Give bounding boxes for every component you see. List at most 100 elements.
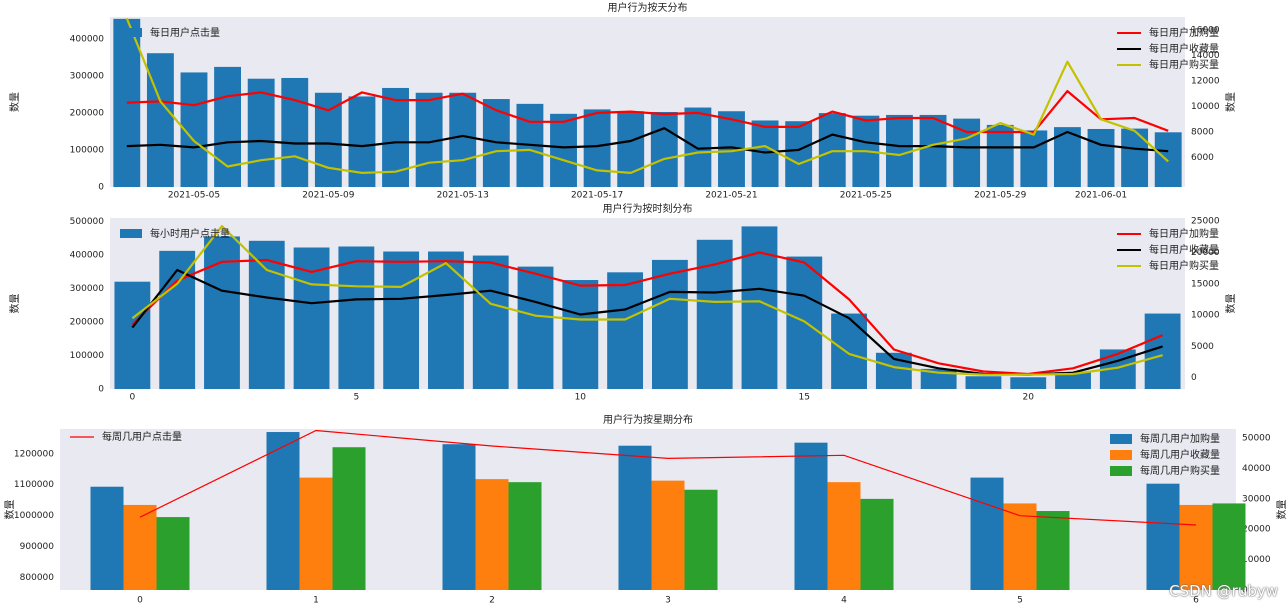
panel-2-bar-buy: [1036, 511, 1070, 590]
panel-2-bar-buy: [508, 482, 542, 590]
panel-2-bar-cart: [266, 432, 300, 590]
panel-2-bar-buy: [1212, 503, 1246, 590]
panel-1-legend-label: 每日用户收藏量: [1149, 243, 1219, 256]
panel-0-ylabel-left: 数量: [8, 92, 21, 112]
panel-1-click-bar: [383, 251, 420, 389]
panel-1-right-tick-label: 5000: [1191, 342, 1214, 352]
panel-0-x-tick-label: 2021-05-09: [302, 191, 355, 201]
panel-2-bar-cart: [90, 486, 124, 590]
panel-2-right-tick-label: 40000: [1242, 464, 1271, 474]
panel-1-left-tick-label: 500000: [70, 217, 105, 227]
panel-0-click-bar: [986, 124, 1014, 187]
panel-0-left-tick-label: 100000: [70, 146, 105, 156]
panel-0-left-tick-label: 300000: [70, 72, 105, 82]
panel-0-click-bar: [583, 109, 611, 187]
panel-1-click-bar: [1055, 372, 1091, 389]
panel-0-click-bar: [146, 53, 174, 187]
panel-2-left-tick-label: 1000000: [14, 511, 54, 521]
panel-1-x-tick-label: 5: [353, 393, 359, 403]
panel-2-bar-buy: [156, 517, 190, 590]
panel-1-left-tick-label: 400000: [70, 250, 105, 260]
panel-0-x-tick-label: 2021-05-13: [437, 191, 489, 201]
panel-2-bar-fav: [299, 477, 333, 590]
panel-0-x-tick-label: 2021-05-17: [571, 191, 623, 201]
panel-0-right-tick-label: 16000: [1191, 25, 1220, 35]
panel-2-left-tick-label: 1200000: [14, 449, 54, 459]
panel-2-bar-cart: [970, 477, 1004, 590]
panel-2-legend-bar-label: 每周几用户收藏量: [1140, 448, 1220, 461]
panel-0-left-tick-label: 0: [98, 183, 104, 193]
panel-1-left-tick-label: 0: [98, 385, 104, 395]
panel-2-bar-cart: [442, 444, 476, 590]
panel-1-title: 用户行为按时刻分布: [603, 202, 693, 215]
panel-0-series-line: [126, 89, 1169, 134]
panel-1-right-tick-label: 20000: [1191, 248, 1220, 258]
panel-2-title: 用户行为按星期分布: [603, 413, 693, 426]
panel-2-right-tick-label: 30000: [1242, 494, 1271, 504]
panel-1-right-tick-label: 25000: [1191, 217, 1220, 227]
panel-0-series-line: [125, 17, 1169, 174]
panel-0-x-tick-label: 2021-05-25: [840, 191, 892, 201]
panel-2-x-tick-label: 4: [841, 596, 847, 606]
panel-1-click-bar: [248, 240, 285, 389]
panel-0-click-bar: [751, 120, 779, 187]
panel-2-legend-line-label: 每周几用户点击量: [102, 430, 182, 443]
panel-1-legend-label: 每日用户购买量: [1149, 259, 1219, 272]
panel-1-right-tick-label: 0: [1191, 373, 1197, 383]
panel-2-bar-fav: [123, 504, 157, 590]
panel-2-x-tick-label: 2: [489, 596, 495, 606]
panel-1-click-bar: [562, 280, 599, 389]
panel-1-series-line: [131, 251, 1164, 376]
panel-2-left-tick-label: 1100000: [14, 480, 54, 490]
panel-2-x-tick-label: 1: [313, 596, 319, 606]
panel-2-legend-bar-swatch: [1110, 466, 1132, 476]
panel-1-click-bar: [159, 250, 196, 389]
panel-2-bar-buy: [332, 447, 366, 590]
panel-1-click-bar: [831, 313, 867, 389]
panel-1-left-tick-label: 100000: [70, 351, 105, 361]
panel-2-bar-cart: [1146, 483, 1180, 590]
panel-0-legend-bar-swatch: [120, 28, 142, 37]
panel-0-click-bar: [214, 66, 242, 187]
panel-2-bar-buy: [860, 498, 894, 590]
panel-2-right-tick-label: 20000: [1242, 525, 1271, 535]
panel-2-click-line: [139, 429, 1197, 526]
panel-2-bar-fav: [827, 482, 861, 590]
panel-2-x-tick-label: 5: [1017, 596, 1023, 606]
panel-1-left-tick-label: 300000: [70, 284, 105, 294]
panel-1-click-bar: [1010, 377, 1047, 389]
panel-2-bar-cart: [794, 442, 828, 590]
panel-1-click-bar: [651, 259, 688, 389]
panel-0-ylabel-right: 数量: [1224, 92, 1237, 112]
panel-0-click-bar: [617, 111, 645, 187]
panel-0-click-bar: [1154, 132, 1182, 187]
panel-0-legend-bar-label: 每日用户点击量: [150, 26, 220, 39]
panel-2-right-tick-label: 10000: [1242, 555, 1271, 565]
panel-0-click-bar: [785, 121, 813, 187]
panel-1-ylabel-left: 数量: [8, 294, 21, 314]
panel-1-click-bar: [965, 376, 1002, 389]
panel-2-bar-fav: [475, 479, 509, 590]
panel-0-click-bar: [382, 87, 409, 187]
panel-2-x-tick-label: 0: [137, 596, 143, 606]
panel-2-legend-bar-swatch: [1110, 434, 1132, 444]
panel-2-x-tick-label: 3: [665, 596, 671, 606]
panel-2-right-tick-label: 50000: [1242, 434, 1271, 444]
panel-1-left-tick-label: 200000: [70, 317, 105, 327]
panel-0-legend-label: 每日用户加购量: [1149, 26, 1219, 39]
panel-0-click-bar: [919, 114, 947, 187]
panel-0-legend-label: 每日用户收藏量: [1149, 42, 1219, 55]
panel-2-ylabel-right: 数量: [1275, 500, 1288, 520]
panel-2-legend-bar-swatch: [1110, 450, 1132, 460]
panel-0-right-tick-label: 14000: [1191, 51, 1220, 61]
panel-2-bar-cart: [618, 445, 652, 590]
panel-1-legend-label: 每日用户加购量: [1149, 227, 1219, 240]
panel-0-x-tick-label: 2021-05-21: [705, 191, 757, 201]
panel-1-series-line: [131, 225, 1163, 376]
panel-0-click-bar: [449, 92, 477, 187]
panel-0-click-bar: [550, 113, 577, 187]
panel-1-x-tick-label: 0: [130, 393, 136, 403]
panel-0-x-tick-label: 2021-05-05: [168, 191, 220, 201]
panel-0-click-bar: [247, 78, 275, 187]
